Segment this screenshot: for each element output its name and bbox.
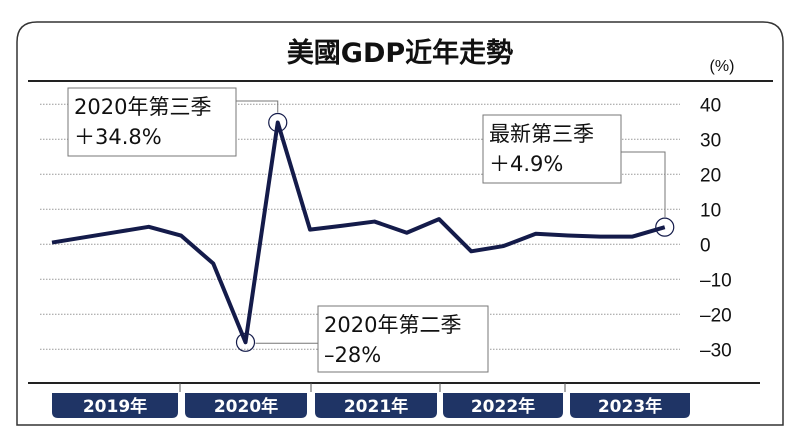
annotation-value: ＋4.9%	[489, 152, 563, 176]
y-tick-label: 30	[700, 130, 721, 151]
year-label: 2020年	[214, 396, 278, 417]
year-label: 2023年	[598, 396, 662, 417]
annotation-box	[482, 114, 622, 184]
annotation-title: 2020年第三季	[74, 95, 211, 119]
gdp-series-line	[51, 120, 666, 345]
unit-label: (%)	[710, 58, 735, 75]
year-label: 2021年	[344, 396, 408, 417]
y-tick-label: 0	[700, 235, 711, 256]
year-band	[315, 393, 437, 418]
annotation-title: 2020年第二季	[324, 313, 461, 337]
year-band	[52, 393, 178, 418]
y-tick-label: 40	[700, 95, 721, 116]
annotation-title: 最新第三季	[489, 122, 594, 146]
annotation-leader	[621, 151, 666, 218]
year-band	[443, 393, 563, 418]
year-band	[570, 393, 690, 418]
y-tick-label: –10	[700, 270, 732, 291]
annotation-value: –28%	[324, 343, 381, 367]
y-tick-label: –30	[700, 340, 732, 361]
annotation-leader	[236, 100, 279, 113]
annotation-box	[317, 305, 489, 373]
year-label: 2019年	[83, 396, 147, 417]
annotation-box	[67, 87, 237, 157]
year-band	[185, 393, 307, 418]
highlight-circle	[268, 112, 288, 133]
y-tick-label: –20	[700, 305, 732, 326]
highlight-circle	[235, 332, 256, 352]
chart-title: 美國GDP近年走勢	[287, 37, 513, 69]
year-label: 2022年	[471, 396, 535, 417]
y-tick-label: 20	[700, 165, 721, 186]
highlight-circle	[655, 217, 675, 237]
y-tick-label: 10	[700, 200, 721, 221]
annotation-value: ＋34.8%	[74, 125, 162, 149]
